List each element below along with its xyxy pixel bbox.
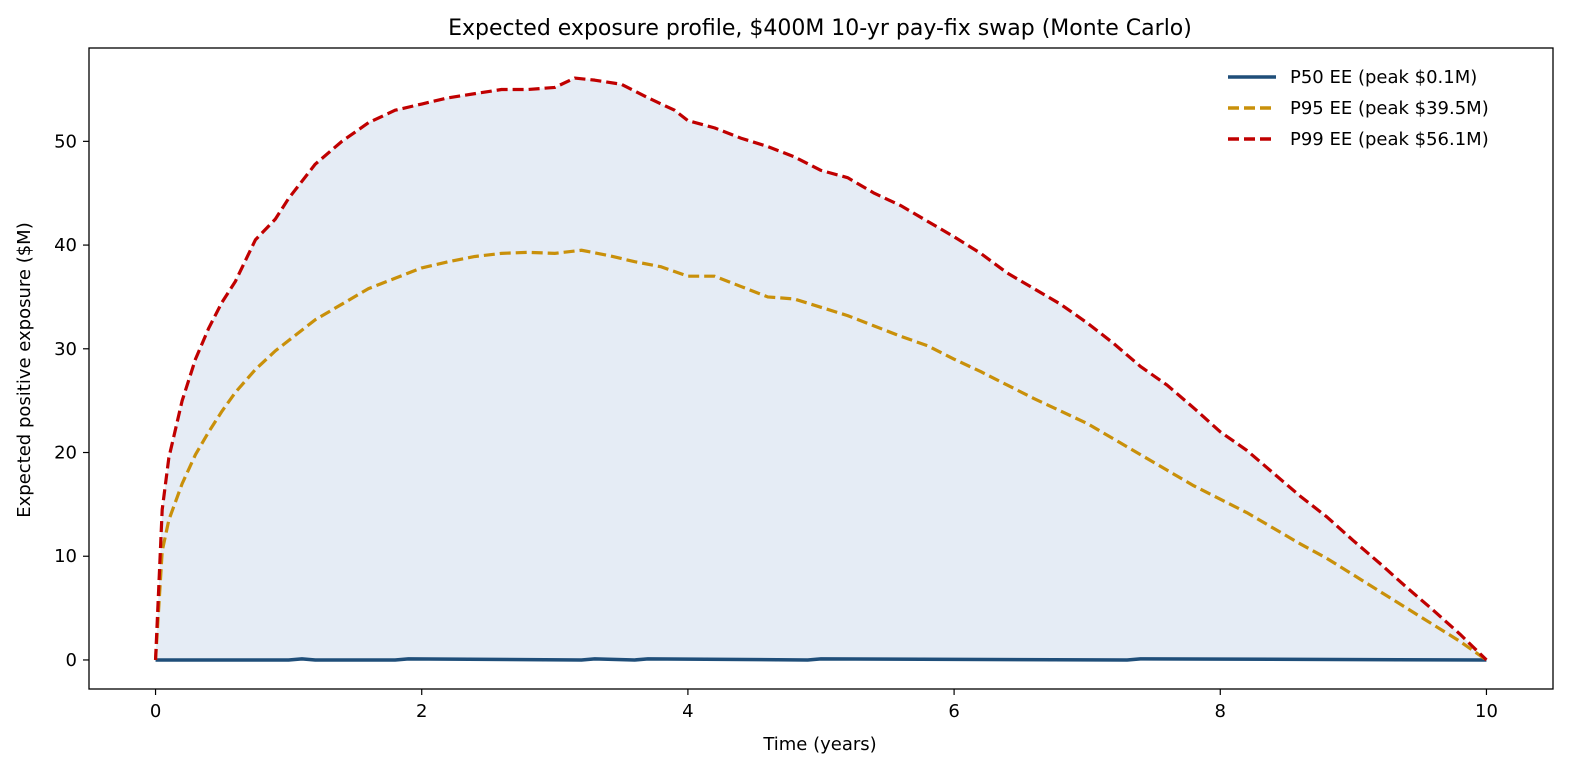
series-lines [153, 76, 1488, 662]
legend-entry-3: P99 EE (peak $56.1M) [1290, 129, 1489, 150]
x-tick-label: 0 [150, 701, 161, 722]
series-line-2 [153, 248, 1488, 662]
x-tick-label: 2 [416, 701, 427, 722]
x-tick-label: 8 [1215, 701, 1226, 722]
series-line-3 [153, 76, 1488, 662]
y-tick-label: 10 [54, 546, 77, 567]
y-tick-label: 0 [66, 650, 77, 671]
exposure-band [155, 78, 1487, 660]
x-axis-label: Time (years) [762, 734, 876, 755]
y-tick-label: 30 [54, 339, 77, 360]
x-tick-label: 10 [1475, 701, 1498, 722]
x-tick-label: 4 [682, 701, 693, 722]
fill-band-area [155, 78, 1487, 660]
y-tick-label: 40 [54, 235, 77, 256]
y-axis-label: Expected positive exposure ($M) [14, 222, 35, 518]
y-axis-ticks: 0 10 20 30 40 50 [54, 131, 89, 671]
y-tick-label: 50 [54, 131, 77, 152]
x-tick-label: 6 [948, 701, 959, 722]
y-tick-label: 20 [54, 443, 77, 464]
x-axis-ticks: 0 2 4 6 8 10 [150, 689, 1498, 722]
legend-entry-2: P95 EE (peak $39.5M) [1290, 98, 1489, 119]
plot-frame [88, 47, 1554, 690]
legend-entry-1: P50 EE (peak $0.1M) [1290, 67, 1477, 88]
chart-title: Expected exposure profile, $400M 10-yr p… [448, 16, 1192, 41]
legend: P50 EE (peak $0.1M) P95 EE (peak $39.5M) P… [1228, 67, 1489, 150]
series-line-1 [155, 657, 1487, 662]
